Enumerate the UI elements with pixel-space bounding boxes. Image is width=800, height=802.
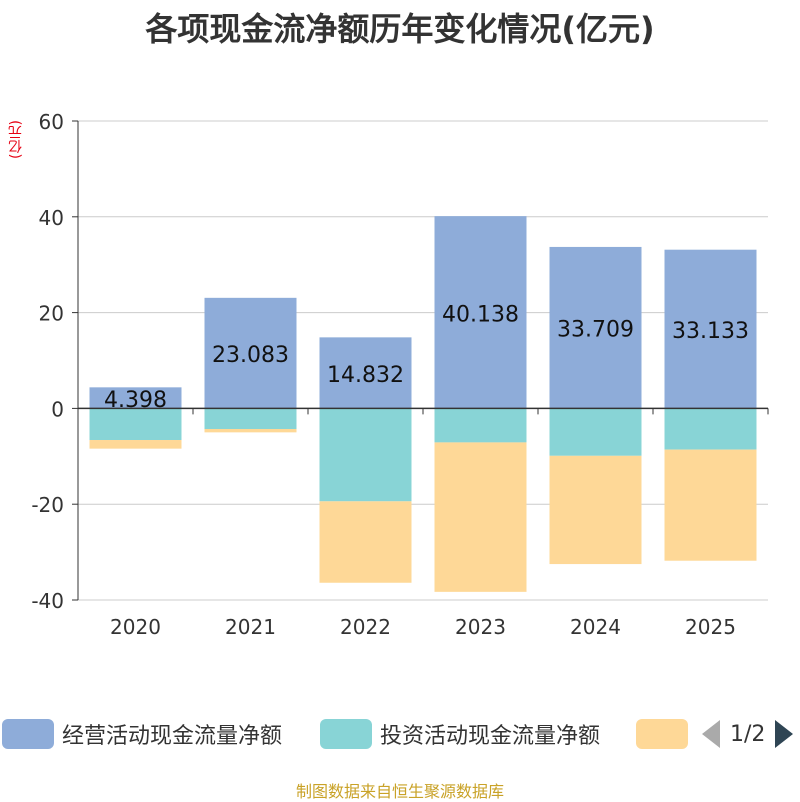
bar-financing-2020 (89, 440, 182, 449)
legend-label-investing: 投资活动现金流量净额 (380, 724, 601, 749)
data-label-2024: 33.709 (557, 318, 634, 343)
legend-swatch-investing (320, 719, 372, 749)
y-tick-label: 20 (39, 302, 64, 326)
x-tick-label: 2022 (340, 615, 391, 639)
legend-item-financing[interactable] (636, 716, 696, 752)
legend-item-operating[interactable]: 经营活动现金流量净额 (2, 716, 282, 752)
bar-investing-2024 (549, 408, 642, 456)
y-tick-label: -20 (31, 493, 64, 517)
data-source-note: 制图数据来自恒生聚源数据库 (295, 782, 504, 801)
bar-investing-2022 (319, 408, 412, 502)
bar-financing-2023 (434, 442, 527, 592)
y-tick-label: 0 (51, 397, 64, 421)
bar-investing-2021 (204, 408, 297, 429)
y-tick-label: 60 (39, 110, 64, 134)
data-label-2025: 33.133 (672, 319, 749, 344)
legend-item-investing[interactable]: 投资活动现金流量净额 (320, 716, 600, 752)
bar-operating-2024 (549, 246, 642, 409)
legend-swatch-operating (2, 719, 54, 749)
bar-operating-2022 (319, 337, 412, 409)
legend-swatch-financing (636, 719, 688, 749)
data-label-2022: 14.832 (327, 363, 404, 388)
bar-investing-2025 (664, 408, 757, 450)
legend: 经营活动现金流量净额 投资活动现金流量净额 1/2 (0, 716, 800, 756)
bar-financing-2021 (204, 428, 297, 433)
chart-title: 各项现金流净额历年变化情况(亿元) (145, 10, 655, 48)
plot-area: 6040200-20-404.398202023.083202114.83220… (31, 110, 769, 639)
bar-investing-2023 (434, 408, 527, 443)
legend-prev-page-icon[interactable] (702, 720, 720, 748)
x-tick-label: 2025 (685, 615, 736, 639)
bar-operating-2021 (204, 297, 297, 409)
y-tick-label: -40 (31, 589, 64, 613)
legend-label-operating: 经营活动现金流量净额 (62, 724, 283, 749)
y-tick-label: 40 (39, 206, 64, 230)
data-label-2021: 23.083 (212, 343, 289, 368)
x-tick-label: 2024 (570, 615, 621, 639)
bar-operating-2023 (434, 216, 527, 409)
legend-page-indicator: 1/2 (730, 721, 766, 747)
bar-financing-2022 (319, 501, 412, 583)
legend-next-page-icon[interactable] (775, 720, 794, 748)
x-tick-label: 2020 (110, 615, 161, 639)
bar-operating-2025 (664, 249, 757, 409)
x-tick-label: 2023 (455, 615, 506, 639)
data-label-2023: 40.138 (442, 302, 519, 327)
bar-financing-2024 (549, 455, 642, 565)
bar-investing-2020 (89, 408, 182, 441)
x-tick-label: 2021 (225, 615, 276, 639)
bar-financing-2025 (664, 449, 757, 561)
legend-pager: 1/2 (702, 716, 794, 752)
bar-operating-2020 (89, 387, 182, 409)
